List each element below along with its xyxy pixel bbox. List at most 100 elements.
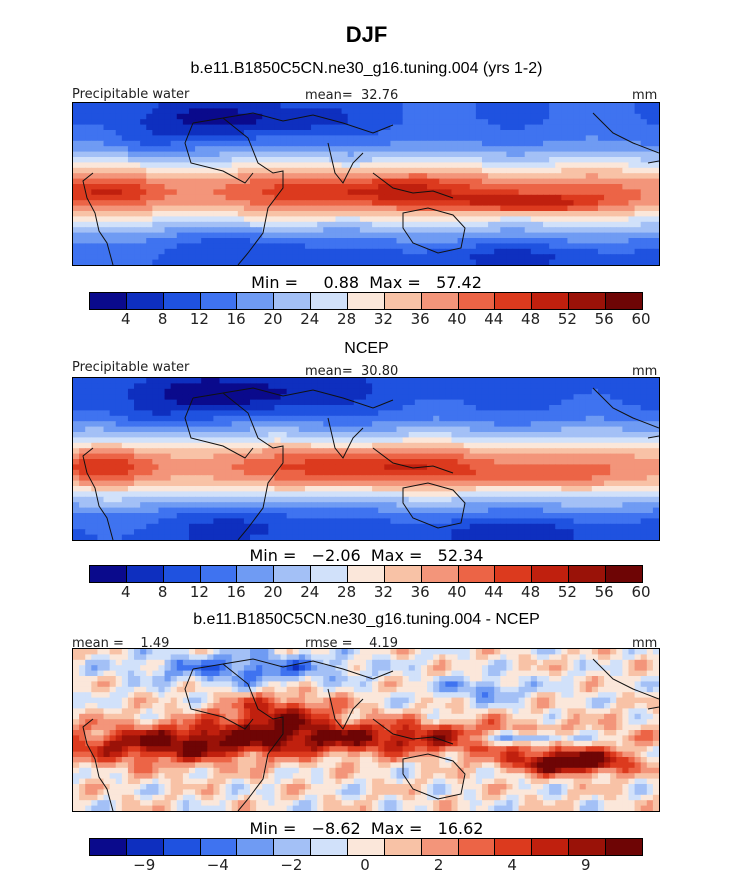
- field-cell: [439, 205, 446, 212]
- field-cell: [298, 432, 306, 438]
- field-cell: [469, 167, 477, 174]
- field-cell: [359, 453, 367, 460]
- field-cell: [390, 388, 398, 395]
- field-cell: [481, 394, 489, 401]
- field-cell: [366, 211, 373, 217]
- field-cell: [573, 248, 581, 255]
- field-cell: [530, 108, 538, 115]
- field-cell: [127, 486, 135, 492]
- field-cell: [567, 178, 575, 185]
- field-cell: [359, 259, 367, 265]
- field-cell: [457, 259, 465, 265]
- field-cell: [323, 216, 330, 223]
- field-cell: [323, 189, 330, 196]
- field-cell: [622, 216, 630, 223]
- field-cell: [567, 108, 575, 115]
- field-cell: [628, 124, 636, 131]
- field-cell: [396, 200, 404, 207]
- field-cell: [170, 432, 178, 438]
- field-cell: [451, 459, 459, 465]
- field-cell: [561, 173, 569, 180]
- field-cell: [378, 442, 385, 449]
- field-cell: [298, 189, 306, 196]
- field-cell: [414, 119, 422, 126]
- field-cell: [158, 480, 166, 487]
- field-cell: [420, 399, 428, 406]
- field-cell: [207, 415, 214, 422]
- field-cell: [268, 124, 276, 131]
- field-cell: [323, 157, 330, 163]
- field-cell: [506, 146, 514, 153]
- field-cell: [341, 108, 349, 115]
- field-cell: [530, 227, 538, 234]
- field-cell: [543, 238, 550, 244]
- field-cell: [134, 437, 141, 444]
- field-cell: [634, 480, 642, 487]
- field-cell: [304, 184, 312, 190]
- field-cell: [561, 184, 569, 190]
- field-cell: [561, 254, 569, 261]
- field-cell: [170, 135, 178, 142]
- field-cell: [341, 448, 349, 455]
- field-cell: [298, 200, 306, 207]
- field-cell: [604, 243, 611, 250]
- field-cell: [451, 453, 459, 460]
- field-cell: [616, 248, 623, 255]
- field-cell: [494, 140, 501, 147]
- field-cell: [439, 442, 446, 449]
- field-cell: [628, 243, 636, 250]
- field-cell: [604, 437, 611, 444]
- field-cell: [567, 254, 575, 261]
- field-cell: [481, 135, 489, 142]
- field-cell: [237, 448, 245, 455]
- field-cell: [481, 173, 489, 180]
- field-cell: [506, 113, 514, 120]
- field-cell: [543, 480, 550, 487]
- field-cell: [402, 200, 410, 207]
- field-cell: [640, 453, 648, 460]
- field-cell: [488, 157, 495, 163]
- field-cell: [79, 383, 86, 390]
- panel-2-mean-label: mean= 30.80: [305, 364, 399, 379]
- field-cell: [445, 243, 453, 250]
- field-cell: [530, 426, 538, 433]
- field-cell: [317, 464, 324, 471]
- field-cell: [579, 113, 587, 120]
- field-cell: [366, 113, 373, 120]
- field-cell: [530, 421, 538, 428]
- field-cell: [225, 189, 233, 196]
- field-cell: [561, 259, 569, 265]
- field-cell: [512, 103, 520, 109]
- field-cell: [103, 167, 111, 174]
- field-cell: [366, 394, 373, 401]
- field-cell: [604, 135, 611, 142]
- field-cell: [500, 469, 507, 476]
- field-cell: [500, 399, 507, 406]
- field-cell: [591, 189, 599, 196]
- field-cell: [256, 437, 263, 444]
- field-cell: [329, 130, 337, 136]
- field-cell: [555, 178, 562, 185]
- field-cell: [433, 480, 440, 487]
- field-cell: [640, 162, 648, 169]
- field-cell: [414, 211, 422, 217]
- field-cell: [488, 227, 495, 234]
- field-cell: [390, 448, 398, 455]
- field-cell: [115, 399, 123, 406]
- field-cell: [256, 205, 263, 212]
- field-cell: [280, 442, 288, 449]
- field-cell: [567, 184, 575, 190]
- field-cell: [433, 415, 440, 422]
- field-cell: [628, 405, 636, 411]
- field-cell: [597, 405, 605, 411]
- field-cell: [341, 130, 349, 136]
- field-cell: [219, 243, 227, 250]
- field-cell: [85, 238, 92, 244]
- field-cell: [420, 475, 428, 482]
- field-cell: [347, 184, 355, 190]
- field-cell: [103, 486, 111, 492]
- field-cell: [298, 415, 306, 422]
- field-cell: [463, 475, 471, 482]
- field-cell: [323, 124, 330, 131]
- field-cell: [292, 421, 300, 428]
